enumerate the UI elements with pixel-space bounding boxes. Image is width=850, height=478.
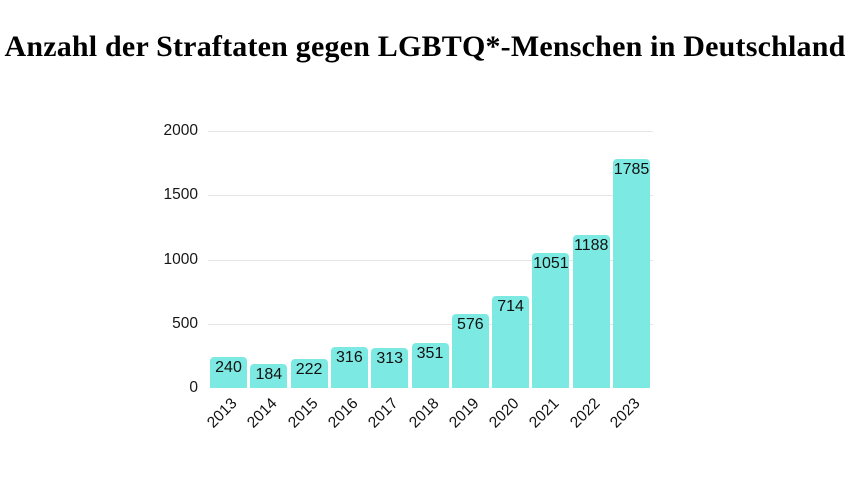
bar-2020: 714 xyxy=(492,296,530,388)
x-tick-label-2022: 2022 xyxy=(566,395,604,432)
bar-value-label: 316 xyxy=(336,349,363,367)
bar-value-label: 714 xyxy=(497,298,524,316)
bar-2021: 1051 xyxy=(532,252,570,388)
bar-2018: 351 xyxy=(411,342,449,388)
bar-2013: 240 xyxy=(210,357,247,388)
x-tick-label-2015: 2015 xyxy=(284,395,322,432)
x-tick-label-2013: 2013 xyxy=(204,395,241,432)
bar-2019: 576 xyxy=(451,313,489,388)
x-tick-label-2020: 2020 xyxy=(486,395,523,432)
bar-2022: 1188 xyxy=(572,235,610,388)
bar-2014: 184 xyxy=(250,364,288,388)
x-tick-label-2023: 2023 xyxy=(607,395,644,432)
plot-area: 0 500 1000 1500 2000 240 184 222 316 313 351 576 71… xyxy=(164,122,653,431)
bar-2016: 316 xyxy=(330,347,368,388)
gridline-2000 xyxy=(208,131,653,132)
gridline-1500 xyxy=(208,195,653,197)
bar-2015: 222 xyxy=(290,359,328,388)
chart-title: Anzahl der Straftaten gegen LGBTQ*-Mensc… xyxy=(4,30,846,63)
gridline-1000 xyxy=(208,259,653,261)
x-tick-label-2018: 2018 xyxy=(405,395,443,432)
bar-value-label: 1051 xyxy=(533,254,569,272)
bar-2023: 1785 xyxy=(613,158,650,388)
bar-value-label: 576 xyxy=(456,315,484,333)
x-tick-label-2016: 2016 xyxy=(325,395,362,432)
bar-2017: 313 xyxy=(371,347,409,388)
bar-value-label: 240 xyxy=(215,359,242,377)
bar-value-label: 1188 xyxy=(573,237,609,255)
y-tick-label-1000: 1000 xyxy=(163,250,198,268)
bar-value-label: 351 xyxy=(416,344,444,362)
gridline-500 xyxy=(208,323,653,325)
x-tick-label-2021: 2021 xyxy=(526,395,563,432)
bar-value-label: 1785 xyxy=(613,160,650,178)
x-tick-label-2014: 2014 xyxy=(244,395,281,432)
x-tick-label-2019: 2019 xyxy=(445,395,483,432)
bar-value-label: 184 xyxy=(255,366,283,384)
bar-value-label: 222 xyxy=(295,361,323,379)
y-tick-label-0: 0 xyxy=(189,379,198,396)
y-tick-label-1500: 1500 xyxy=(163,186,198,204)
bar-value-label: 313 xyxy=(376,349,404,367)
x-tick-label-2017: 2017 xyxy=(365,395,402,432)
y-tick-label-500: 500 xyxy=(172,314,198,332)
y-tick-label-2000: 2000 xyxy=(163,122,198,139)
